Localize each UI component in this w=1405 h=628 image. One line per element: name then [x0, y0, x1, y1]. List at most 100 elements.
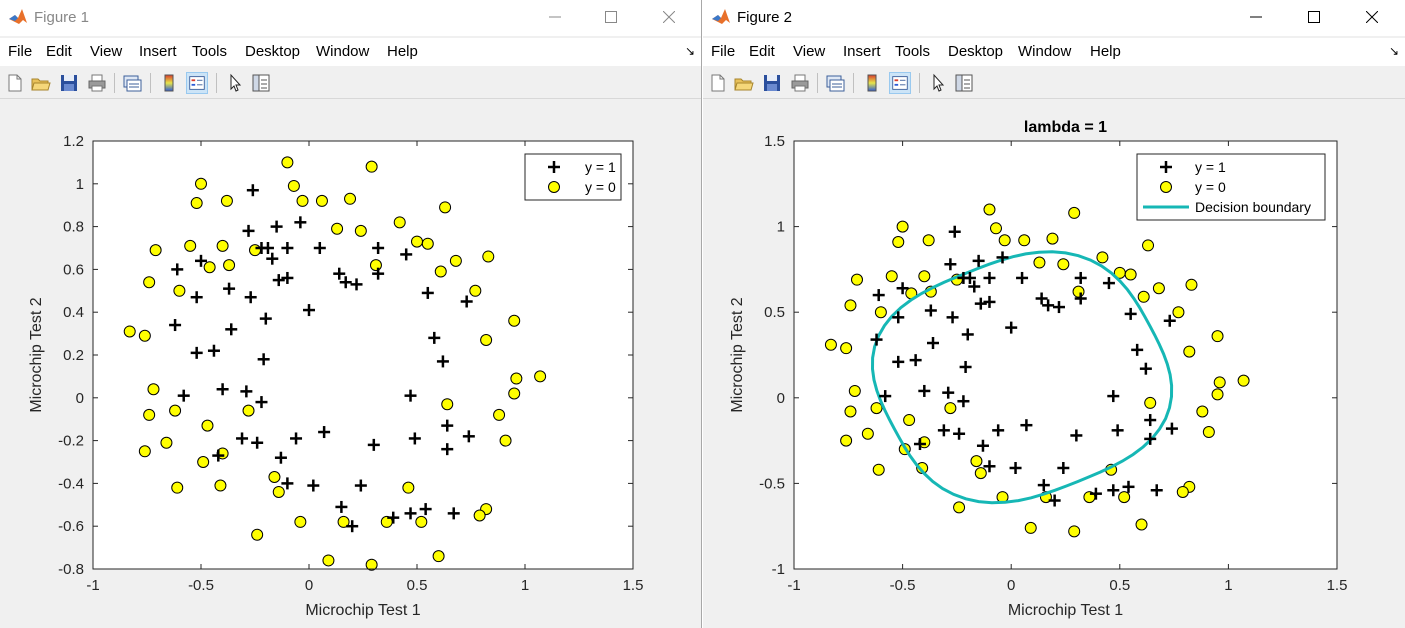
menu-desktop[interactable]: Desktop [245, 43, 301, 60]
close-button[interactable] [646, 0, 692, 34]
print-icon[interactable] [86, 72, 108, 94]
data-point-y0 [251, 528, 264, 541]
data-point-y0 [138, 445, 151, 458]
data-point-y0 [1196, 405, 1209, 418]
data-point-y0 [499, 434, 512, 447]
menu-edit[interactable]: Edit [46, 43, 72, 60]
maximize-button[interactable] [1291, 0, 1337, 34]
insert-colorbar-icon[interactable] [158, 72, 180, 94]
minimize-button[interactable] [532, 0, 578, 34]
data-point-y1 [1165, 422, 1178, 435]
legend: y = 1 y = 0 Decision boundary [1136, 153, 1326, 221]
x-axis-label: Microchip Test 1 [1008, 602, 1123, 619]
menu-insert[interactable]: Insert [139, 43, 177, 60]
menu-window[interactable]: Window [1018, 43, 1072, 60]
insert-legend-icon[interactable] [889, 72, 911, 94]
data-point-y0 [365, 558, 378, 571]
data-point-y1 [913, 438, 926, 451]
data-point-y1 [294, 216, 307, 229]
figure-canvas: -1 -0.5 0 0.5 1 1.5 -1 -0.5 0 0.5 1 1.5 Microchip Te… [703, 100, 1405, 628]
y-axis-label: Microchip Test 2 [729, 297, 746, 412]
menu-file[interactable]: File [711, 43, 736, 60]
data-point-y0 [1137, 290, 1150, 303]
edit-plot-icon[interactable] [927, 72, 949, 94]
data-point-y1 [1005, 321, 1018, 334]
data-point-y0 [223, 259, 236, 272]
minimize-icon [549, 16, 561, 18]
menu-view[interactable]: View [90, 43, 123, 60]
data-point-y1 [983, 295, 996, 308]
plot-frame [793, 140, 1338, 570]
link-plot-icon[interactable] [824, 72, 846, 94]
edit-plot-icon[interactable] [224, 72, 246, 94]
data-point-y0 [1068, 525, 1081, 538]
data-point-y0 [885, 270, 898, 283]
new-figure-icon[interactable] [4, 72, 26, 94]
chart-2[interactable]: -1 -0.5 0 0.5 1 1.5 -1 -0.5 0 0.5 1 1.5 Microchip Te… [703, 100, 1405, 628]
menu-tools[interactable]: Tools [192, 43, 228, 60]
figure-canvas: -1 -0.5 0 0.5 1 1.5 -0.8 -0.6 -0.4 -0.2 0 0.2 0.4 0.6… [0, 100, 701, 628]
data-point-y1 [948, 225, 961, 238]
menu-bar: File Edit View Insert Tools Desktop Wind… [0, 38, 701, 66]
data-point-y0 [242, 404, 255, 417]
print-icon[interactable] [789, 72, 811, 94]
data-point-y0 [1152, 282, 1165, 295]
chart-1[interactable]: -1 -0.5 0 0.5 1 1.5 -0.8 -0.6 -0.4 -0.2 0 0.2 0.4 0.6… [0, 100, 702, 628]
menu-overflow-icon[interactable]: ↘ [684, 44, 695, 58]
data-point-y1 [946, 311, 959, 324]
data-point-y1 [974, 297, 987, 310]
menu-help[interactable]: Help [387, 43, 418, 60]
link-plot-icon[interactable] [121, 72, 143, 94]
minimize-button[interactable] [1233, 0, 1279, 34]
menu-edit[interactable]: Edit [749, 43, 775, 60]
data-point-y1 [404, 507, 417, 520]
data-point-y1 [387, 511, 400, 524]
save-icon[interactable] [761, 72, 783, 94]
insert-legend-icon[interactable] [186, 72, 208, 94]
new-figure-icon[interactable] [707, 72, 729, 94]
data-point-y0 [1183, 345, 1196, 358]
menu-desktop[interactable]: Desktop [948, 43, 1004, 60]
menu-view[interactable]: View [793, 43, 826, 60]
data-point-y1 [996, 251, 1009, 264]
data-point-y1 [318, 426, 331, 439]
open-file-icon[interactable] [733, 72, 755, 94]
data-point-y1 [1016, 271, 1029, 284]
data-point-y1 [436, 355, 449, 368]
data-point-y1 [372, 242, 385, 254]
property-inspector-icon[interactable] [250, 72, 272, 94]
save-icon[interactable] [58, 72, 80, 94]
data-point-y0 [840, 342, 853, 355]
y-tick-label: 0.4 [63, 304, 84, 321]
data-point-y1 [1107, 390, 1120, 403]
data-point-y0 [510, 372, 523, 385]
data-point-y1 [419, 503, 432, 516]
data-point-y1 [259, 312, 272, 325]
data-point-y0 [944, 402, 957, 415]
data-point-y0 [824, 338, 837, 351]
data-point-y1 [1074, 292, 1087, 305]
data-point-y1 [1144, 432, 1157, 445]
data-point-y0 [1176, 485, 1189, 498]
data-point-y1 [879, 390, 892, 403]
y-tick-label: 0 [777, 390, 785, 407]
menu-help[interactable]: Help [1090, 43, 1121, 60]
menu-tools[interactable]: Tools [895, 43, 931, 60]
window-title: Figure 1 [34, 9, 90, 26]
data-point-y0 [1018, 234, 1031, 247]
data-point-y0 [922, 234, 935, 247]
insert-colorbar-icon[interactable] [861, 72, 883, 94]
maximize-button[interactable] [588, 0, 634, 34]
x-tick-label: 1 [1224, 577, 1232, 594]
open-file-icon[interactable] [30, 72, 52, 94]
menu-overflow-icon[interactable]: ↘ [1388, 44, 1399, 58]
menu-insert[interactable]: Insert [843, 43, 881, 60]
data-point-y0 [439, 201, 452, 214]
data-point-y0 [402, 481, 415, 494]
property-inspector-icon[interactable] [953, 72, 975, 94]
data-point-y1 [177, 389, 190, 402]
close-button[interactable] [1349, 0, 1395, 34]
menu-file[interactable]: File [8, 43, 33, 60]
data-point-y0 [534, 370, 547, 383]
menu-window[interactable]: Window [316, 43, 370, 60]
